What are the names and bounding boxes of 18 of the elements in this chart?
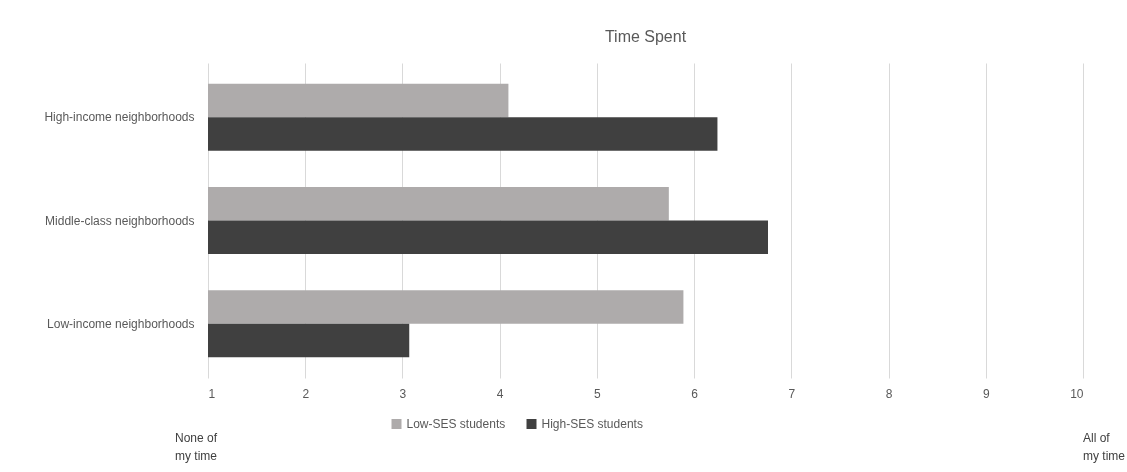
y-tick-label: Middle-class neighborhoods [45,213,195,228]
text: None of my time [175,431,218,463]
legend-label: Low-SES students [406,417,506,431]
x-tick-label: 1 [208,386,216,401]
x-tick-label: 7 [788,386,796,401]
x-tick-label: 6 [691,386,699,401]
y-tick-label: High-income neighborhoods [44,110,195,125]
legend-label: High-SES students [541,417,643,431]
x-tick-label: 9 [982,386,990,401]
y-tick-label: Low-income neighborhoods [47,316,195,331]
x-tick-label: 2 [302,386,310,401]
x-tick-label: 8 [885,386,893,401]
x-tick-label: 5 [594,386,602,401]
x-tick-label: 10 [1070,386,1084,401]
x-tick-label: 4 [496,386,504,401]
chart-title: Time Spent [604,28,687,45]
text: All of my time [1083,431,1126,463]
x-tick-label: 3 [399,386,407,401]
